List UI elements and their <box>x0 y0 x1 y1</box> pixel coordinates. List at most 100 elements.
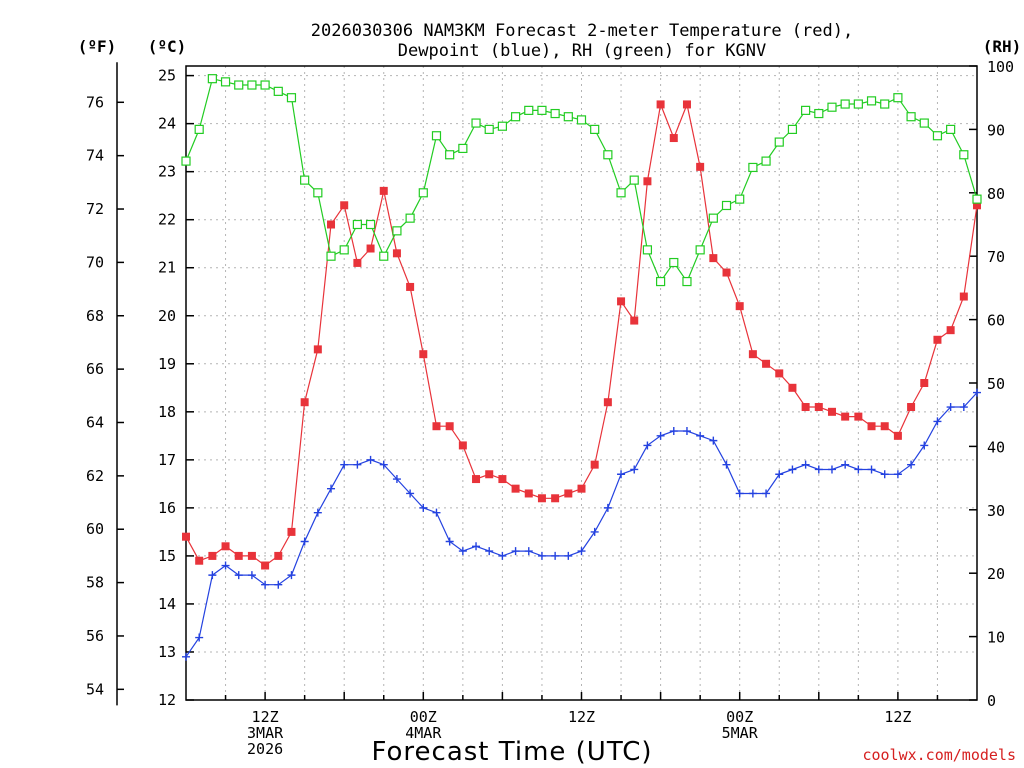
dewpoint-point <box>234 571 243 580</box>
temperature-point <box>234 551 243 560</box>
dewpoint-point <box>537 551 546 560</box>
celsius-tick-label: 14 <box>158 595 176 613</box>
dewpoint-point <box>907 460 916 469</box>
temperature-point <box>564 489 573 498</box>
rh-axis-unit: (RH) <box>983 37 1022 56</box>
x-tick-label: 3MAR <box>247 724 284 742</box>
rh-point <box>537 105 547 115</box>
celsius-tick-label: 18 <box>158 403 176 421</box>
dewpoint-point <box>419 503 428 512</box>
rh-point <box>339 245 349 255</box>
temperature-point <box>498 475 507 484</box>
rh-point <box>761 156 771 166</box>
rh-point <box>616 188 626 198</box>
dewpoint-point <box>195 633 204 642</box>
dewpoint-point <box>564 551 573 560</box>
temperature-point <box>590 460 599 469</box>
celsius-tick-label: 15 <box>158 547 176 565</box>
temperature-point <box>880 422 889 431</box>
dewpoint-point <box>366 455 375 464</box>
temperature-point <box>511 484 520 493</box>
rh-point <box>418 188 428 198</box>
temperature-point <box>973 201 981 210</box>
temperature-point <box>221 542 230 551</box>
fahrenheit-tick-label: 60 <box>86 520 104 538</box>
temperature-point <box>722 268 731 277</box>
dewpoint-point <box>656 431 665 440</box>
dewpoint-point <box>735 489 744 498</box>
dewpoint-point <box>458 547 467 556</box>
dewpoint-point <box>472 542 481 551</box>
dewpoint-point <box>959 403 968 412</box>
temperature-point <box>656 100 665 109</box>
rh-point <box>524 105 534 115</box>
rh-tick-label: 40 <box>987 438 1005 456</box>
temperature-point <box>669 134 678 143</box>
dewpoint-point <box>379 460 388 469</box>
temperature-point <box>261 561 270 570</box>
rh-tick-label: 60 <box>987 312 1005 330</box>
rh-tick-label: 90 <box>987 121 1005 139</box>
temperature-point <box>247 551 256 560</box>
temperature-point <box>577 484 586 493</box>
temperature-point <box>959 292 968 301</box>
rh-point <box>313 188 323 198</box>
dewpoint-point <box>406 489 415 498</box>
dewpoint-point <box>617 470 626 479</box>
dewpoint-point <box>709 436 718 445</box>
fahrenheit-tick-label: 56 <box>86 627 104 645</box>
dewpoint-point <box>946 403 955 412</box>
rh-point <box>708 213 718 223</box>
fahrenheit-axis-unit: (ºF) <box>78 37 117 56</box>
chart-title-line-2: Dewpoint (blue), RH (green) for KGNV <box>398 41 766 61</box>
temperature-point <box>933 335 942 344</box>
temperature-point <box>907 403 916 412</box>
rh-point <box>273 86 283 96</box>
dewpoint-point <box>182 652 190 661</box>
rh-point <box>405 213 415 223</box>
temperature-point <box>379 186 388 195</box>
rh-point <box>893 93 903 103</box>
temperature-point <box>340 201 349 210</box>
rh-point <box>431 131 442 141</box>
celsius-tick-label: 17 <box>158 451 176 469</box>
dewpoint-point <box>775 470 784 479</box>
rh-point <box>629 175 639 185</box>
dewpoint-point <box>313 508 322 517</box>
temperature-point <box>617 297 626 306</box>
dewpoint-point <box>841 460 850 469</box>
temperature-point <box>814 403 823 412</box>
rh-point <box>392 226 402 236</box>
rh-point <box>774 137 784 147</box>
celsius-axis-unit: (ºC) <box>148 37 187 56</box>
rh-point <box>300 175 310 185</box>
rh-tick-label: 20 <box>987 565 1005 583</box>
temperature-point <box>551 494 560 503</box>
dewpoint-point <box>854 465 863 474</box>
dewpoint-point <box>392 475 401 484</box>
dewpoint-point <box>893 470 902 479</box>
rh-tick-label: 100 <box>987 58 1014 76</box>
temperature-point <box>682 100 691 109</box>
rh-point <box>972 194 982 204</box>
rh-point <box>379 251 389 261</box>
x-tick-label: 00Z <box>726 708 753 726</box>
temperature-point <box>709 254 718 263</box>
rh-point <box>603 150 613 160</box>
temperature-point <box>392 249 401 258</box>
temperature-point <box>537 494 546 503</box>
celsius-tick-label: 19 <box>158 355 176 373</box>
axes: 12 13 14 15 16 17 18 19 20 21 22 23 24 25 54 56 58 60 62 64… <box>86 58 1014 758</box>
temperature-point <box>353 258 362 267</box>
rh-tick-label: 50 <box>987 375 1005 393</box>
x-tick-label: 12Z <box>884 708 911 726</box>
dewpoint-point <box>274 580 283 589</box>
temperature-point <box>775 369 784 378</box>
celsius-tick-label: 16 <box>158 499 176 517</box>
rh-point <box>655 276 666 287</box>
dewpoint-point <box>485 547 494 556</box>
fahrenheit-tick-label: 68 <box>86 307 104 325</box>
temperature-point <box>788 383 797 392</box>
rh-point <box>906 112 916 122</box>
